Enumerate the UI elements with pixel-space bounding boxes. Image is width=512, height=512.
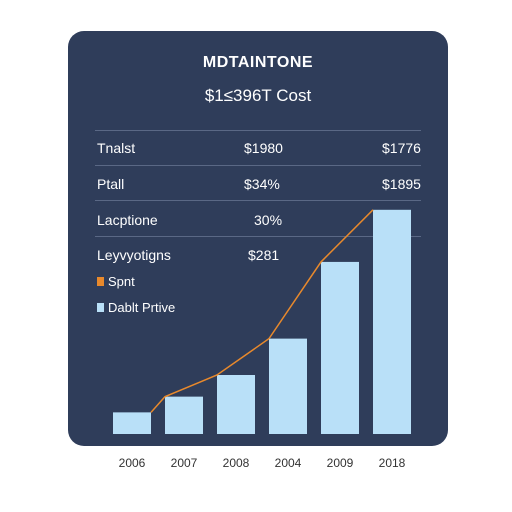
bar-2007 [165,396,203,434]
bar-2018 [373,209,411,434]
x-tick-label: 2004 [275,456,302,470]
bar-2009 [321,261,359,434]
table-row-value: $281 [248,247,280,263]
table-divider [95,165,421,166]
table-divider [95,236,421,237]
table-row-value: $1776 [382,140,421,156]
x-tick-label: 2018 [379,456,406,470]
chart-title: MDTAINTONE [202,54,314,71]
table-row-value: $1895 [382,176,421,192]
table-row-label: Ptall [97,176,125,192]
bar-2004 [269,338,307,434]
line-series-spnt [150,209,374,413]
table-divider [95,200,421,201]
legend-swatch-spnt [97,277,104,286]
chart-subtitle: $1≤396T Cost [204,86,312,105]
legend-swatch-dablt-prtive [97,303,104,312]
bar-2006 [113,412,151,434]
legend-label: Dablt Prtive [108,300,176,315]
table-row-label: Lacptione [97,212,158,228]
table-row-label: Leyvyotigns [97,247,171,263]
x-tick-label: 2009 [327,456,354,470]
x-tick-label: 2008 [223,456,250,470]
x-tick-label: 2007 [171,456,198,470]
table-row-value: $34% [244,176,280,192]
bar-2008 [217,375,255,434]
table-row-value: $1980 [244,140,283,156]
table-divider [95,130,421,131]
x-tick-label: 2006 [119,456,146,470]
table-row-label: Tnalst [97,140,136,156]
table-row-value: 30% [254,212,283,228]
legend-label: Spnt [108,274,135,289]
